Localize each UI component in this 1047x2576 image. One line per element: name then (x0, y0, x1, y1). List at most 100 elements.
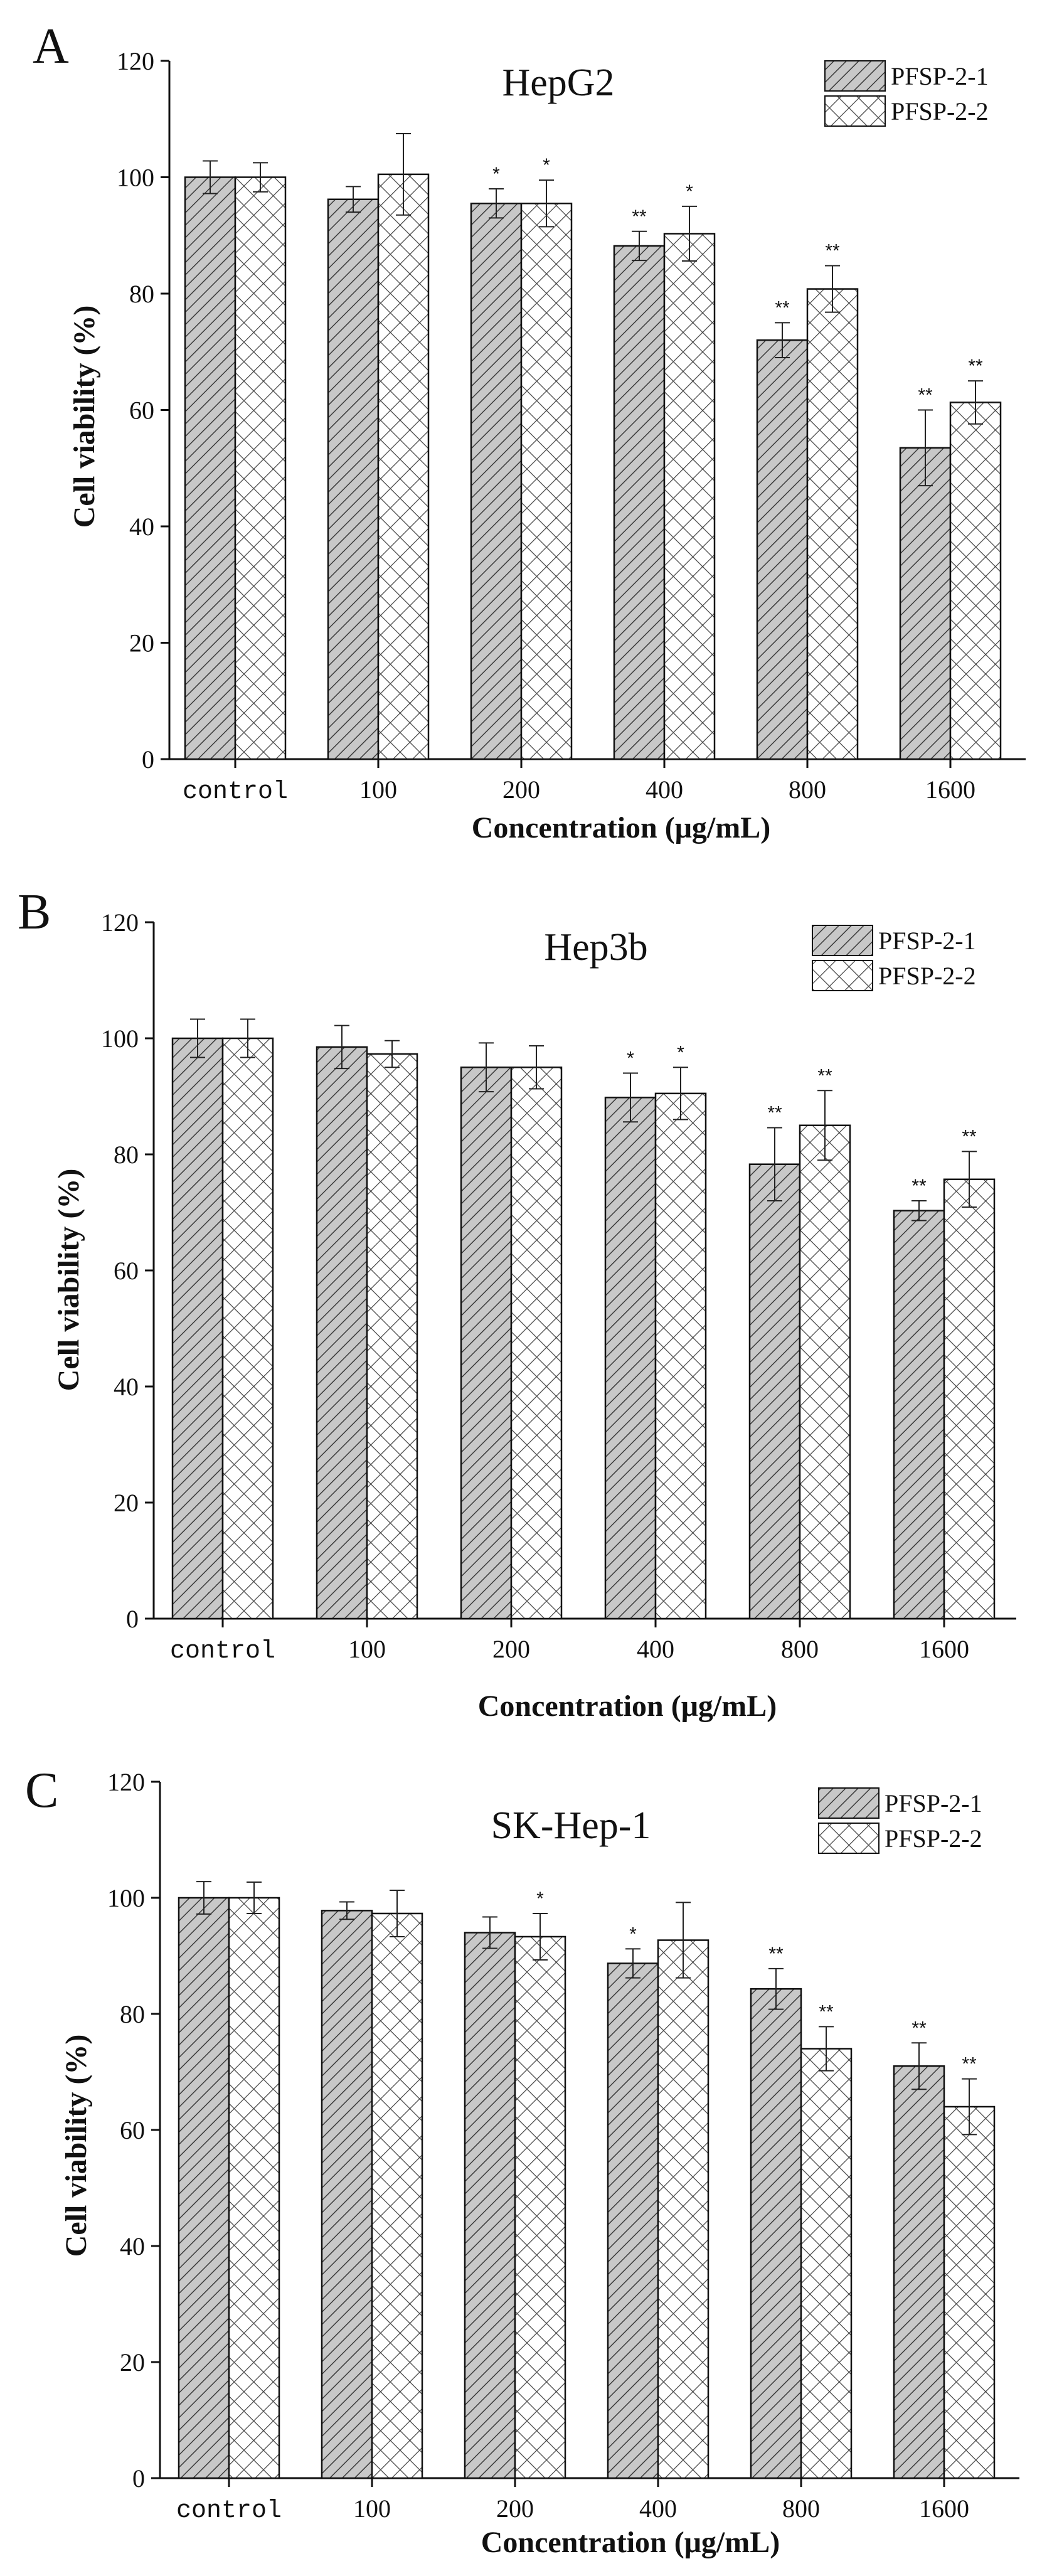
legend-label-pfsp-2-2: PFSP-2-2 (891, 97, 989, 125)
x-tick-label: 800 (782, 2494, 820, 2523)
significance-marker: ** (918, 385, 933, 406)
x-tick-label: 200 (502, 775, 540, 804)
legend-swatch-pfsp-2-2 (812, 961, 873, 991)
x-tick-label: 1600 (925, 775, 975, 804)
y-tick-label: 20 (120, 2348, 145, 2376)
bar-pfsp-2-1 (900, 448, 950, 759)
significance-marker: * (543, 155, 550, 176)
bar-pfsp-2-2 (656, 1094, 706, 1619)
x-axis-title: Concentration (μg/mL) (472, 811, 770, 844)
x-tick-label: 1600 (919, 1635, 969, 1663)
legend: PFSP-2-1 PFSP-2-2 (812, 925, 976, 991)
x-axis-title: Concentration (μg/mL) (481, 2526, 780, 2559)
y-tick-label: 20 (129, 629, 154, 657)
significance-marker: ** (911, 1176, 927, 1196)
y-tick-label: 80 (114, 1141, 139, 1169)
bar-pfsp-2-1 (608, 1964, 658, 2478)
y-axis-title: Cell viability (%) (68, 306, 101, 528)
y-tick-label: 60 (120, 2116, 145, 2144)
significance-marker: * (677, 1042, 684, 1063)
significance-marker: ** (968, 356, 983, 376)
bar-pfsp-2-1 (179, 1898, 229, 2478)
panel-letter: B (18, 885, 51, 940)
bar-pfsp-2-1 (757, 340, 807, 759)
significance-marker: ** (775, 297, 790, 318)
legend-swatch-pfsp-2-2 (819, 1823, 879, 1853)
legend-label-pfsp-2-1: PFSP-2-1 (878, 927, 976, 955)
x-axis-title: Concentration (μg/mL) (478, 1690, 777, 1723)
panel-letter: A (33, 19, 69, 74)
x-tick-label: 400 (637, 1635, 674, 1663)
significance-marker: * (686, 181, 693, 202)
x-tick-label: 400 (639, 2494, 677, 2523)
bar-pfsp-2-1 (605, 1097, 656, 1619)
significance-marker: ** (825, 240, 840, 261)
bar-pfsp-2-1 (317, 1047, 367, 1619)
significance-marker: * (627, 1048, 634, 1069)
bar-pfsp-2-1 (173, 1038, 223, 1619)
chart-title: SK-Hep-1 (491, 1804, 651, 1847)
significance-marker: ** (962, 1126, 977, 1147)
panel-a: A HepG2 Concentration (μg/mL) Cell viabi… (33, 19, 1026, 844)
x-tick-label: 100 (348, 1635, 386, 1663)
y-tick-label: 0 (132, 2464, 145, 2493)
bar-pfsp-2-2 (511, 1067, 561, 1619)
x-tick-label: 100 (359, 775, 397, 804)
y-tick-label: 100 (101, 1025, 139, 1053)
panel-c: C SK-Hep-1 Concentration (μg/mL) Cell vi… (25, 1763, 1019, 2559)
x-tick-label: 1600 (919, 2494, 969, 2523)
y-axis-title: Cell viability (%) (60, 2035, 93, 2257)
legend-label-pfsp-2-1: PFSP-2-1 (885, 1789, 982, 1818)
y-tick-label: 0 (142, 745, 154, 774)
bar-pfsp-2-2 (229, 1898, 279, 2478)
y-tick-label: 40 (114, 1373, 139, 1401)
figure: A HepG2 Concentration (μg/mL) Cell viabi… (0, 0, 1047, 2576)
bar-pfsp-2-2 (944, 2107, 994, 2478)
y-tick-label: 80 (129, 280, 154, 308)
x-tick-label: 800 (781, 1635, 819, 1663)
bar-pfsp-2-2 (807, 289, 858, 759)
legend: PFSP-2-1 PFSP-2-2 (819, 1788, 982, 1853)
chart-title: HepG2 (502, 61, 614, 104)
y-tick-label: 60 (129, 397, 154, 425)
bar-pfsp-2-1 (614, 246, 664, 759)
x-tick-label: control (176, 2497, 282, 2525)
y-axis-title: Cell viability (%) (52, 1169, 85, 1392)
significance-marker: ** (817, 1065, 832, 1086)
significance-marker: ** (767, 1102, 782, 1123)
legend-label-pfsp-2-2: PFSP-2-2 (878, 962, 976, 990)
y-tick-label: 0 (126, 1605, 139, 1633)
bar-pfsp-2-1 (465, 1933, 515, 2479)
x-tick-label: 200 (496, 2494, 534, 2523)
y-tick-label: 100 (117, 164, 154, 192)
bar-pfsp-2-1 (894, 2066, 944, 2478)
bar-pfsp-2-1 (322, 1910, 372, 2478)
y-tick-label: 120 (107, 1768, 145, 1796)
bar-pfsp-2-2 (515, 1937, 565, 2478)
plot-area: 0 20 40 60 80 100 120 control 100 200 * 400 * 800 ** **… (107, 1768, 1019, 2525)
significance-marker: * (536, 1888, 544, 1909)
x-tick-label: 800 (789, 775, 826, 804)
bar-pfsp-2-2 (658, 1940, 708, 2478)
bar-pfsp-2-2 (944, 1179, 994, 1619)
bar-pfsp-2-2 (235, 178, 285, 760)
x-tick-label: 100 (353, 2494, 391, 2523)
y-tick-label: 60 (114, 1257, 139, 1285)
significance-marker: ** (819, 2001, 834, 2022)
bar-pfsp-2-2 (367, 1054, 417, 1619)
legend-swatch-pfsp-2-1 (812, 925, 873, 955)
x-tick-label: 400 (646, 775, 683, 804)
bar-pfsp-2-1 (894, 1211, 944, 1619)
chart-title: Hep3b (544, 926, 647, 969)
y-tick-label: 20 (114, 1489, 139, 1517)
bar-pfsp-2-1 (185, 178, 235, 760)
bar-pfsp-2-2 (801, 2049, 851, 2479)
legend: PFSP-2-1 PFSP-2-2 (825, 61, 989, 126)
bar-pfsp-2-2 (664, 233, 715, 759)
bar-pfsp-2-2 (372, 1913, 422, 2478)
bar-pfsp-2-2 (378, 174, 428, 759)
legend-swatch-pfsp-2-1 (819, 1788, 879, 1818)
x-tick-label: 200 (492, 1635, 530, 1663)
significance-marker: ** (911, 2018, 927, 2038)
